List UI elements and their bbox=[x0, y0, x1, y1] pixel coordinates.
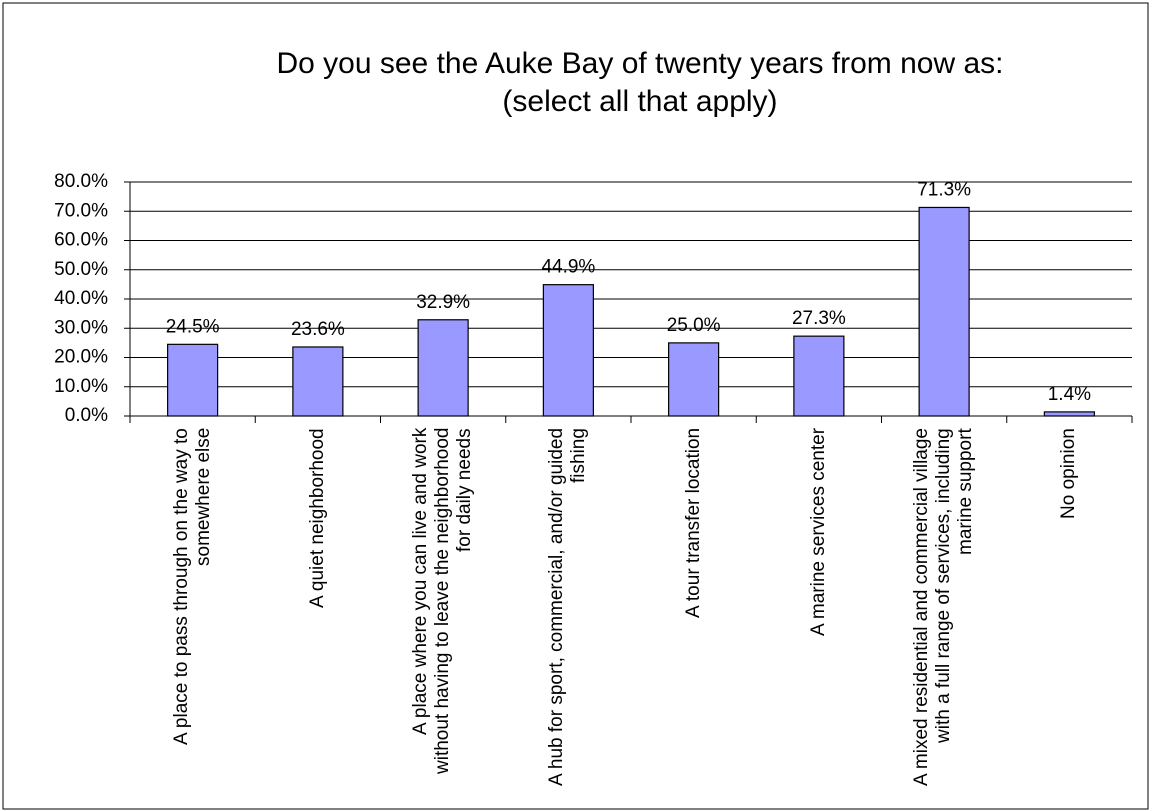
bar bbox=[292, 346, 344, 417]
data-label: 32.9% bbox=[416, 292, 470, 313]
bar bbox=[918, 206, 970, 417]
y-tick-label: 10.0% bbox=[54, 376, 108, 397]
bar bbox=[1043, 411, 1095, 417]
bar bbox=[417, 319, 469, 417]
y-tick-label: 60.0% bbox=[54, 230, 108, 251]
y-tick-label: 50.0% bbox=[54, 259, 108, 280]
chart-subtitle: (select all that apply) bbox=[502, 85, 777, 118]
bar bbox=[167, 343, 219, 417]
y-tick-label: 20.0% bbox=[54, 347, 108, 368]
y-tick-label: 40.0% bbox=[54, 288, 108, 309]
x-tick-label: A mixed residential and commercial villa… bbox=[911, 428, 977, 786]
x-tick-label: A marine services center bbox=[807, 428, 829, 637]
data-label: 1.4% bbox=[1048, 384, 1091, 405]
data-label: 23.6% bbox=[291, 319, 345, 340]
x-tick-label: No opinion bbox=[1058, 428, 1080, 519]
data-label: 71.3% bbox=[917, 179, 971, 200]
y-tick-label: 0.0% bbox=[65, 405, 108, 426]
x-tick-label: A quiet neighborhood bbox=[306, 428, 328, 608]
x-tick-label: A place to pass through on the way to so… bbox=[170, 428, 214, 745]
data-label: 44.9% bbox=[541, 257, 595, 278]
bar bbox=[793, 335, 845, 417]
y-tick-label: 80.0% bbox=[54, 171, 108, 192]
x-tick-label: A place where you can live and work with… bbox=[410, 428, 476, 775]
x-tick-label: A hub for sport, commercial, and/or guid… bbox=[546, 428, 590, 787]
y-tick-label: 70.0% bbox=[54, 200, 108, 221]
data-label: 24.5% bbox=[166, 316, 220, 337]
data-label: 25.0% bbox=[667, 315, 721, 336]
x-tick-label: A tour transfer location bbox=[682, 428, 704, 619]
bar bbox=[668, 342, 720, 417]
chart-title: Do you see the Auke Bay of twenty years … bbox=[276, 47, 1003, 80]
y-tick-label: 30.0% bbox=[54, 317, 108, 338]
bar bbox=[542, 284, 594, 417]
data-label: 27.3% bbox=[792, 308, 846, 329]
